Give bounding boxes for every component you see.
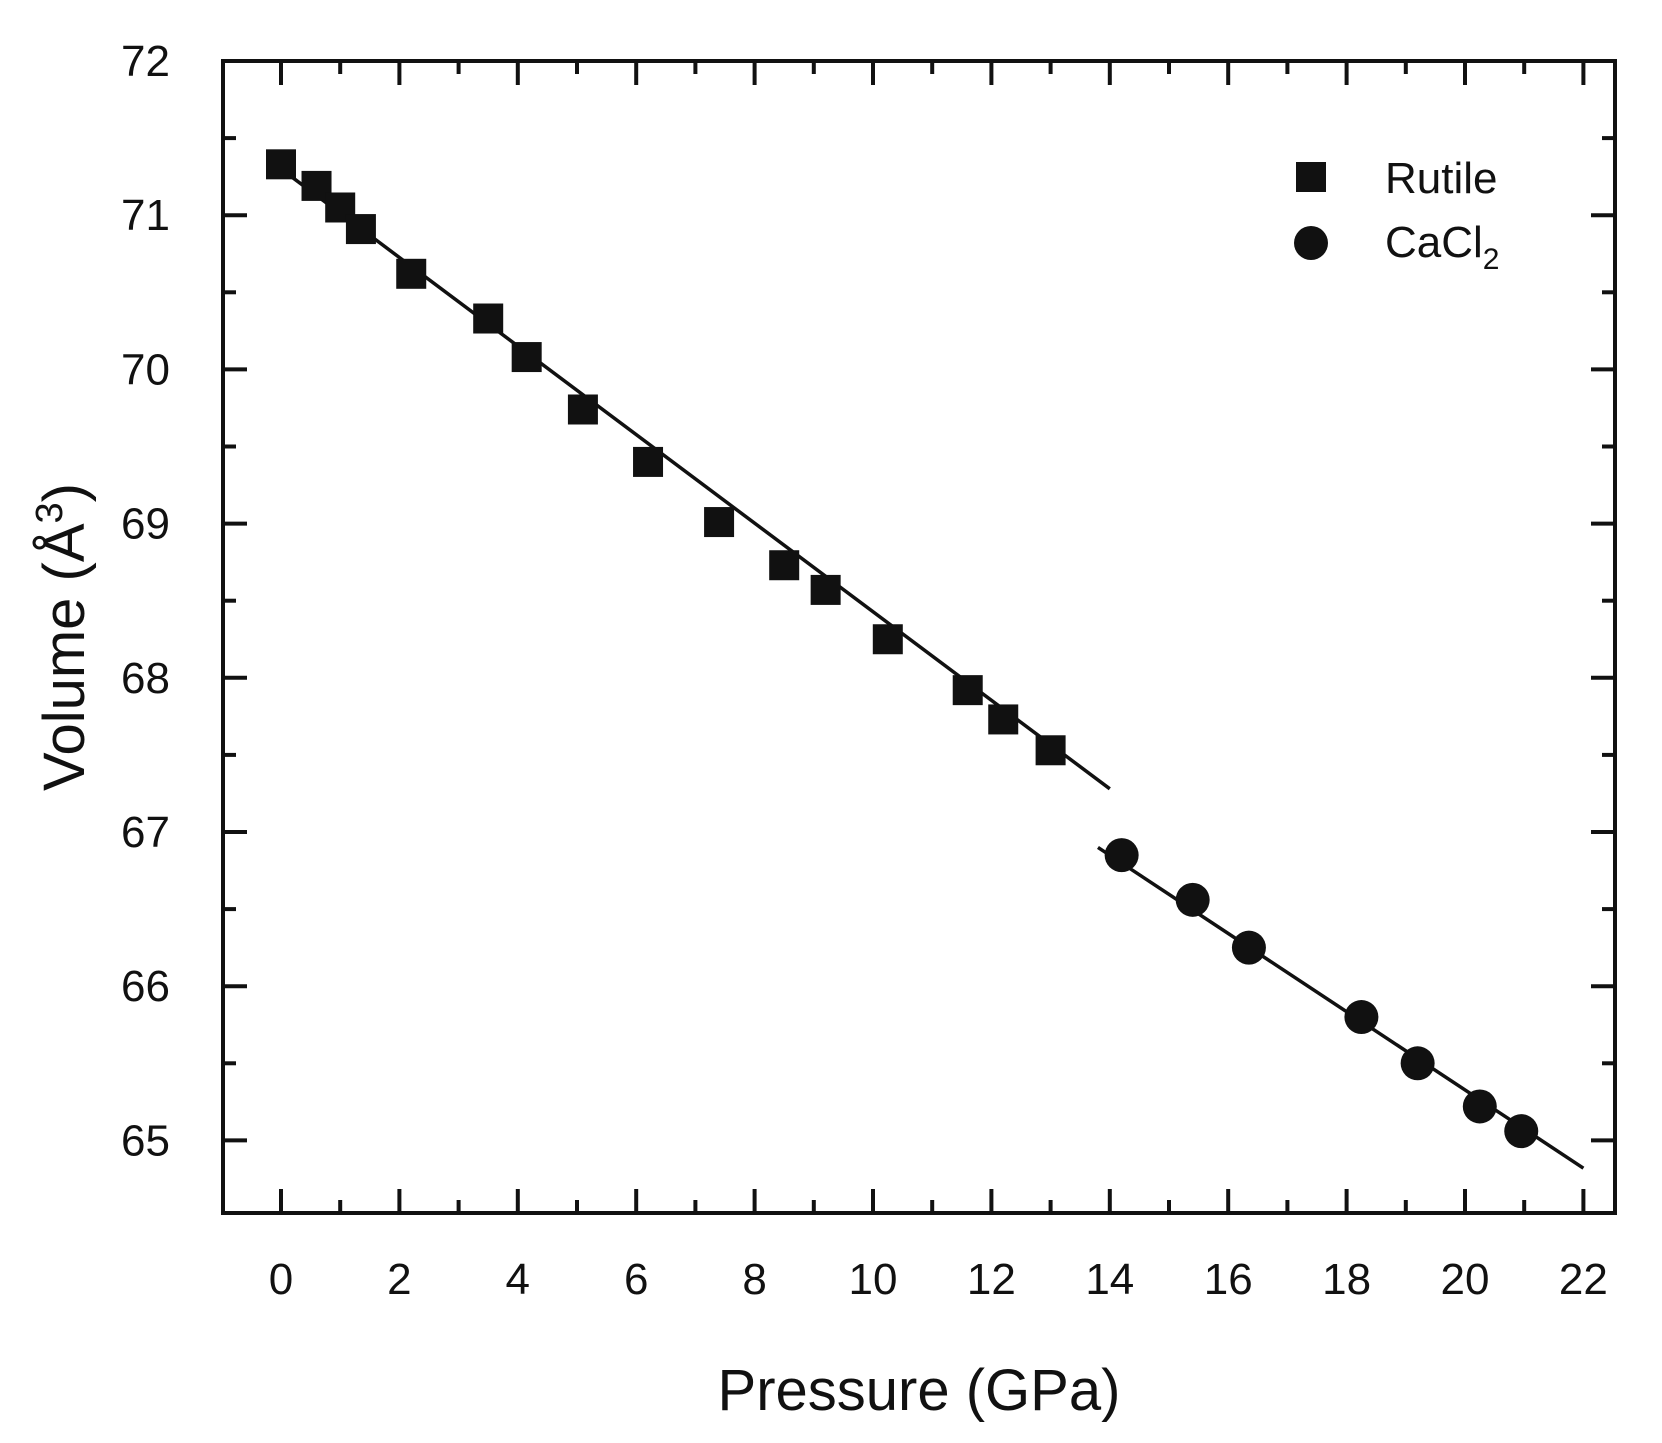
rutile-point: [345, 214, 376, 245]
cacl2-point: [1344, 1000, 1379, 1035]
legend-marker-rutile: [1296, 162, 1326, 192]
x-tick-label: 18: [1322, 1255, 1371, 1304]
rutile-point: [769, 550, 800, 581]
y-axis-title-close: ): [32, 483, 97, 502]
x-tick-label: 6: [624, 1255, 648, 1304]
axis-ticks: [223, 59, 1615, 1213]
cacl2-point: [1400, 1046, 1435, 1081]
rutile-point: [1035, 735, 1066, 766]
legend-label-cacl2-main: CaCl: [1385, 218, 1483, 267]
y-tick-label: 68: [121, 654, 170, 703]
x-tick-label: 10: [849, 1255, 898, 1304]
y-axis-title: Volume (Å3): [29, 483, 97, 791]
legend-label-cacl2: CaCl2: [1385, 218, 1499, 276]
rutile-point: [810, 574, 841, 605]
cacl2-point: [1462, 1089, 1497, 1124]
y-tick-label: 69: [121, 500, 170, 549]
rutile-point: [567, 394, 598, 425]
rutile-point: [704, 507, 735, 538]
x-tick-labels: 0 2 4 6 8 10 12 14 16 18 20 22: [269, 1255, 1608, 1304]
y-tick-label: 66: [121, 962, 170, 1011]
x-tick-label: 20: [1441, 1255, 1490, 1304]
y-tick-label: 67: [121, 808, 170, 857]
cacl2-point: [1175, 882, 1210, 917]
y-axis-title-superscript: 3: [29, 502, 71, 523]
cacl2-point: [1231, 930, 1266, 965]
x-tick-label: 2: [387, 1255, 411, 1304]
rutile-point: [988, 704, 1019, 735]
x-tick-label: 8: [742, 1255, 766, 1304]
y-axis-title-main: Volume (Å: [32, 523, 97, 791]
y-tick-label: 71: [121, 191, 170, 240]
x-tick-label: 14: [1085, 1255, 1134, 1304]
rutile-point: [872, 624, 903, 655]
y-tick-labels: 65 66 67 68 69 70 71 72: [121, 37, 170, 1165]
rutile-point: [633, 446, 664, 477]
x-tick-label: 0: [269, 1255, 293, 1304]
x-tick-label: 22: [1559, 1255, 1608, 1304]
x-tick-label: 12: [967, 1255, 1016, 1304]
x-tick-label: 16: [1204, 1255, 1253, 1304]
legend-label-rutile: Rutile: [1385, 154, 1498, 203]
cacl2-point: [1504, 1114, 1539, 1149]
rutile-point: [952, 675, 983, 706]
legend-marker-cacl2: [1294, 226, 1328, 260]
rutile-point: [266, 149, 296, 180]
y-tick-label: 72: [121, 37, 170, 86]
legend: Rutile CaCl2: [1294, 154, 1499, 276]
rutile-point: [396, 258, 427, 289]
y-tick-label: 70: [121, 345, 170, 394]
rutile-point: [511, 342, 542, 373]
x-axis-title: Pressure (GPa): [718, 1358, 1121, 1423]
rutile-point: [473, 303, 504, 334]
x-tick-label: 4: [506, 1255, 530, 1304]
y-tick-label: 65: [121, 1116, 170, 1165]
plot-frame: [221, 59, 1617, 1215]
legend-label-cacl2-subscript: 2: [1483, 243, 1500, 276]
data-markers: [266, 149, 1539, 1149]
cacl2-point: [1104, 838, 1139, 873]
